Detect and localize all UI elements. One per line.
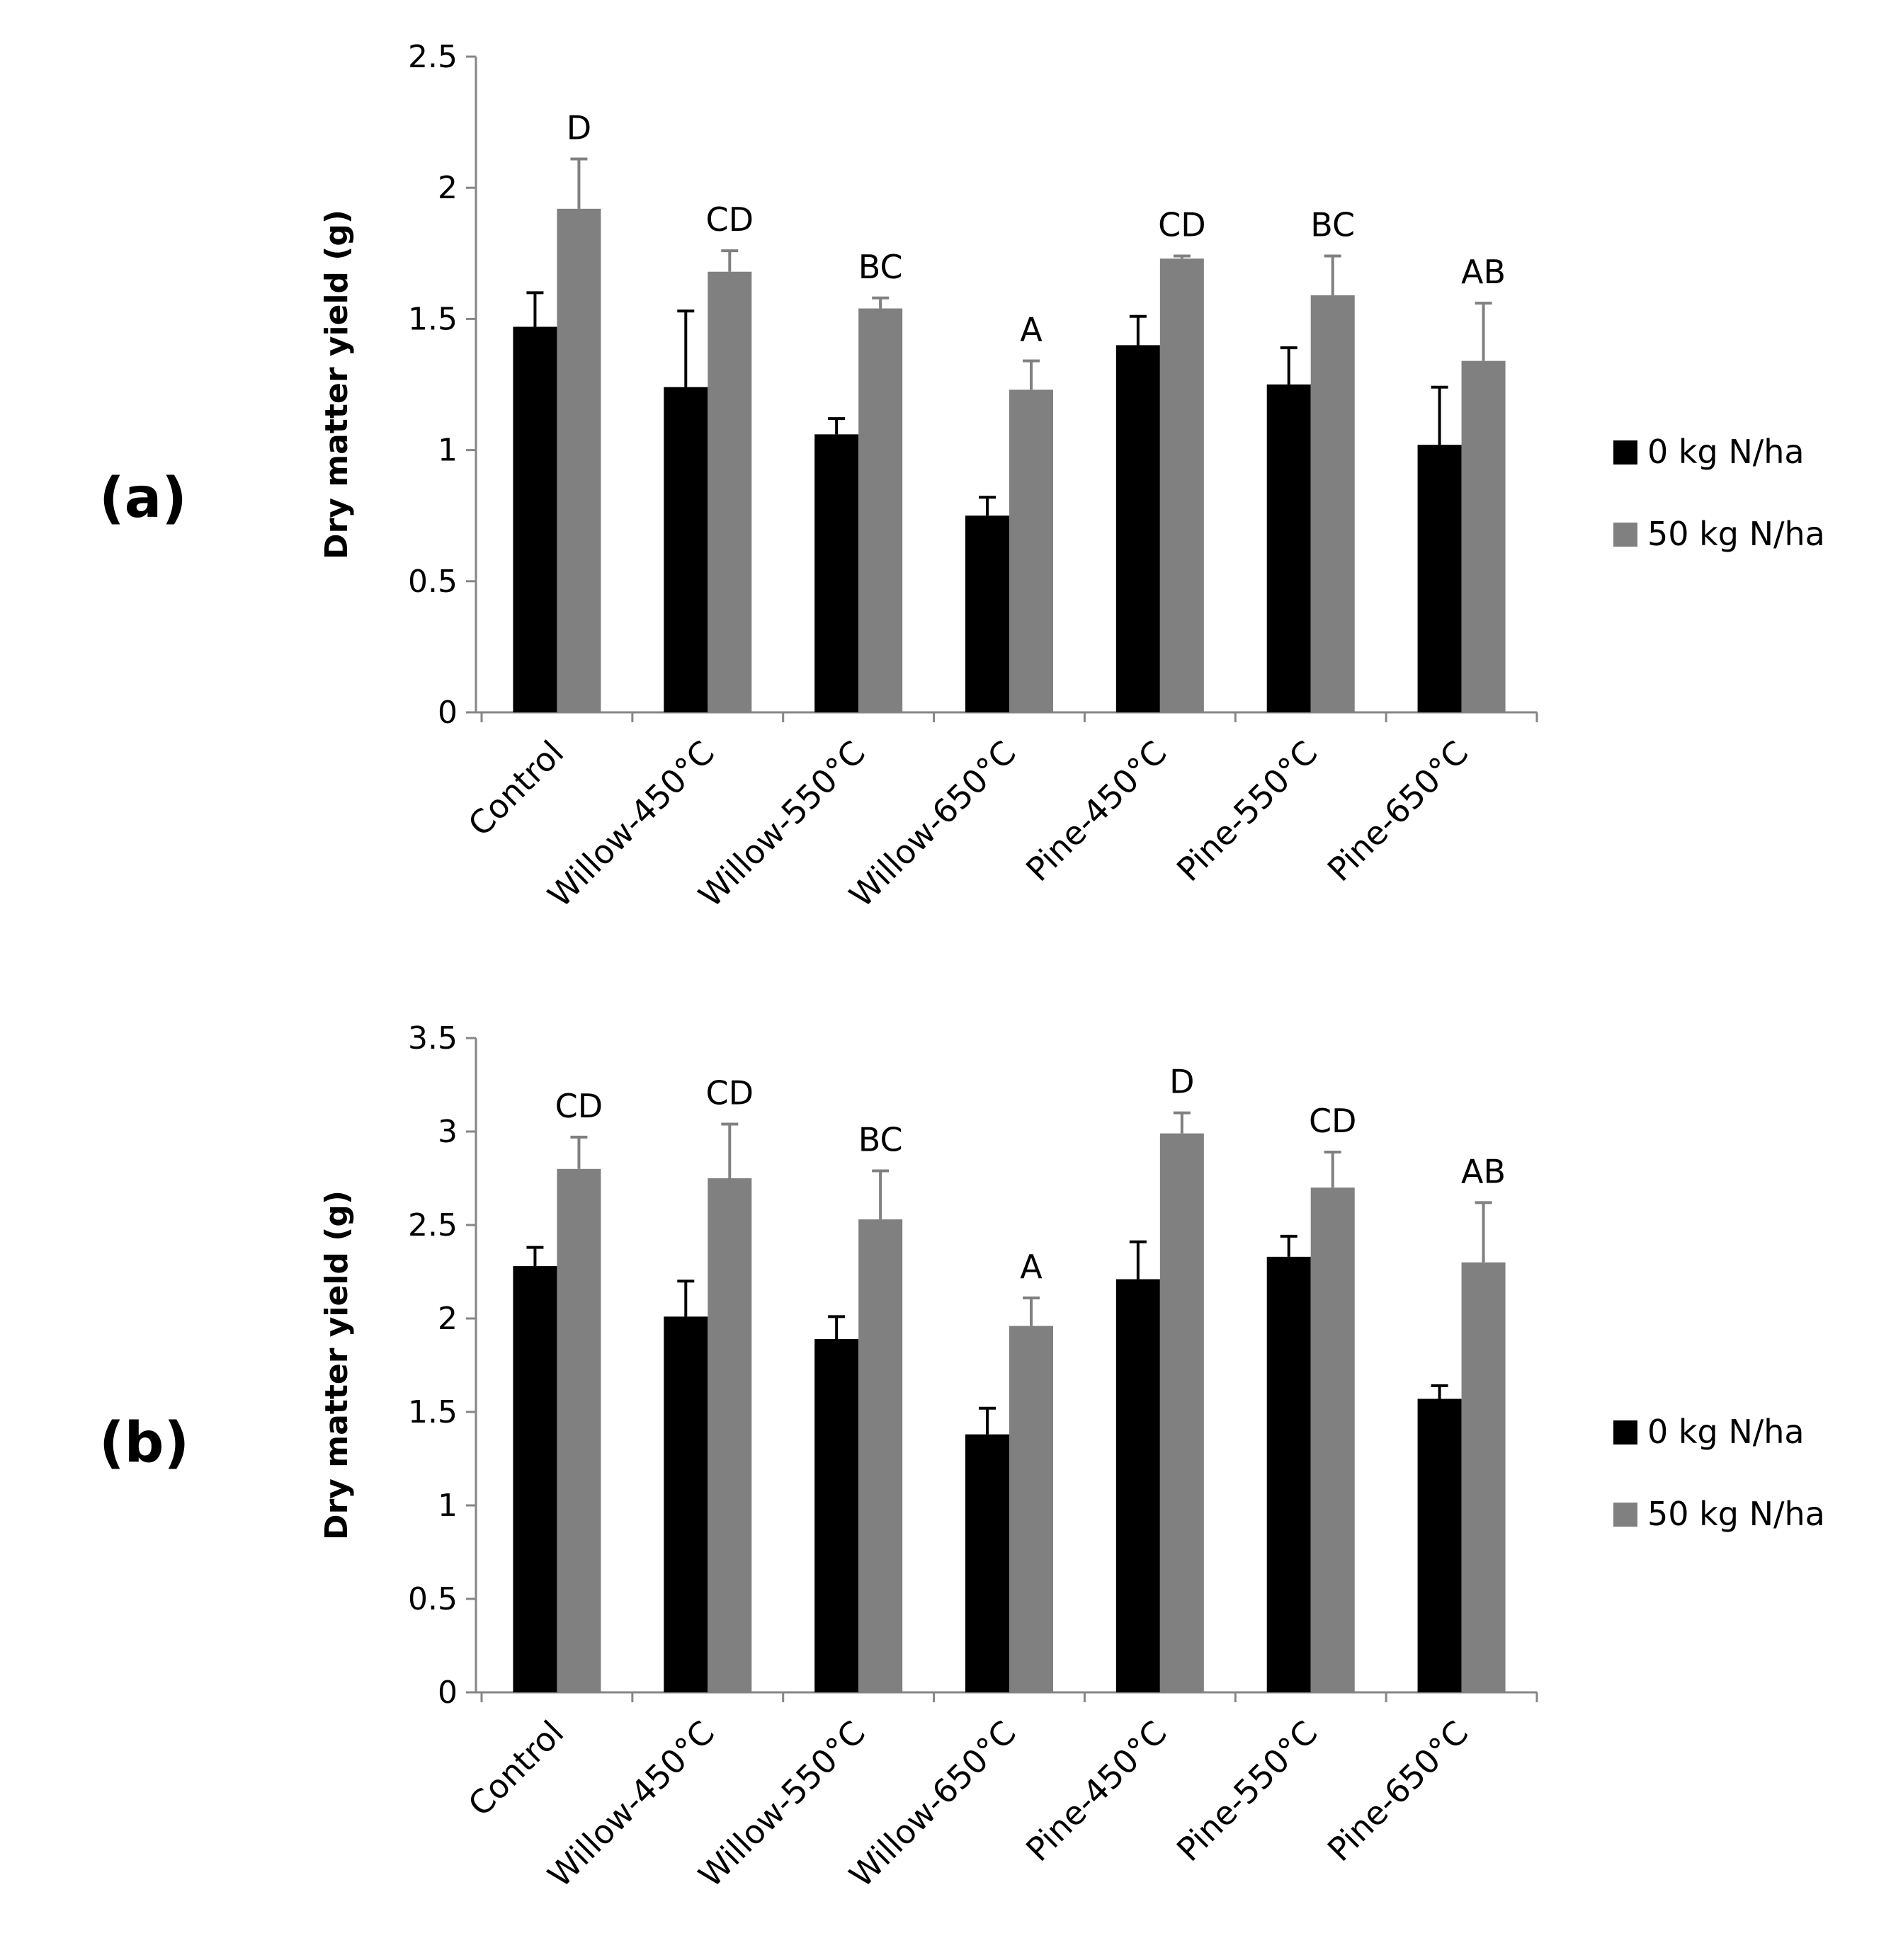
x-tick-label: Control <box>460 1714 571 1824</box>
legend-swatch <box>1613 523 1637 547</box>
bar-0kg <box>1115 1279 1160 1692</box>
y-tick-label: 1 <box>438 433 458 469</box>
y-tick-label: 2 <box>438 170 458 206</box>
bar-0kg <box>1417 445 1462 712</box>
bar-0kg <box>513 326 557 713</box>
significance-label: AB <box>1461 253 1506 291</box>
bar-50kg <box>1159 258 1204 712</box>
bar-50kg <box>858 1219 903 1692</box>
significance-label: CD <box>706 1073 754 1112</box>
y-tick-label: 0.5 <box>408 564 458 600</box>
x-tick-label: Pine-550°C <box>1169 734 1325 889</box>
bar-0kg <box>965 1434 1009 1692</box>
bar-50kg <box>1310 1187 1355 1692</box>
significance-label: BC <box>858 1120 903 1158</box>
y-axis-title: Dry matter yield (g) <box>319 1190 355 1540</box>
bar-0kg <box>1266 1256 1311 1692</box>
x-tick-label: Pine-650°C <box>1320 734 1476 889</box>
y-tick-label: 0 <box>438 1675 458 1711</box>
y-tick-label: 3 <box>438 1114 458 1150</box>
legend-swatch <box>1613 440 1637 465</box>
significance-label: BC <box>1310 206 1355 244</box>
bar-50kg <box>1461 360 1506 712</box>
x-tick-label: Pine-550°C <box>1169 1714 1325 1869</box>
x-tick-label: Control <box>460 734 571 844</box>
legend-label: 0 kg N/ha <box>1647 433 1805 471</box>
significance-label: CD <box>1309 1102 1357 1140</box>
bar-50kg <box>1009 389 1053 712</box>
bar-50kg <box>858 308 903 713</box>
bar-0kg <box>814 434 859 712</box>
y-tick-label: 0.5 <box>408 1581 458 1617</box>
x-tick-label: Pine-450°C <box>1018 1714 1174 1869</box>
y-axis-title: Dry matter yield (g) <box>319 210 355 559</box>
chart-panel-b: 0 0.5 1 1.5 2 2.5 3 3.5 Dry matter yield (g) CD Co… <box>99 1020 1825 1895</box>
bar-0kg <box>664 1316 708 1692</box>
bar-50kg <box>1310 295 1355 713</box>
significance-label: BC <box>858 248 903 286</box>
significance-label: D <box>1169 1063 1194 1101</box>
y-tick-label: 2.5 <box>408 39 458 75</box>
bar-50kg <box>557 1168 601 1692</box>
significance-label: D <box>567 108 591 147</box>
bar-50kg <box>1159 1133 1204 1692</box>
bar-50kg <box>1461 1262 1506 1692</box>
bar-50kg <box>708 1178 752 1692</box>
bar-0kg <box>664 387 708 712</box>
x-tick-label: Pine-450°C <box>1018 734 1174 889</box>
y-tick-label: 1.5 <box>408 1394 458 1430</box>
bar-0kg <box>965 515 1009 712</box>
legend-label: 50 kg N/ha <box>1647 515 1825 553</box>
significance-label: A <box>1020 311 1043 349</box>
panel-label: (b) <box>99 1411 189 1475</box>
x-tick-label: Pine-650°C <box>1320 1714 1476 1869</box>
significance-label: CD <box>1158 206 1206 244</box>
bar-0kg <box>1266 384 1311 712</box>
y-tick-label: 1.5 <box>408 301 458 337</box>
significance-label: CD <box>555 1087 603 1125</box>
significance-label: CD <box>706 200 754 239</box>
chart-panel-a: 0 0.5 1 1.5 2 2.5 Dry matter yield (g) D Control… <box>99 39 1825 915</box>
legend-swatch <box>1613 1420 1637 1445</box>
significance-label: A <box>1020 1248 1043 1286</box>
y-tick-label: 0 <box>438 695 458 731</box>
y-tick-label: 2 <box>438 1301 458 1337</box>
legend-label: 50 kg N/ha <box>1647 1495 1825 1533</box>
bar-50kg <box>708 271 752 712</box>
panel-label: (a) <box>99 467 187 530</box>
y-tick-label: 2.5 <box>408 1207 458 1243</box>
legend-swatch <box>1613 1503 1637 1527</box>
y-tick-label: 1 <box>438 1488 458 1524</box>
bar-50kg <box>1009 1326 1053 1692</box>
legend-label: 0 kg N/ha <box>1647 1413 1805 1451</box>
bar-0kg <box>1115 345 1160 712</box>
y-tick-label: 3.5 <box>408 1020 458 1056</box>
bar-0kg <box>814 1339 859 1692</box>
significance-label: AB <box>1461 1152 1506 1190</box>
bar-50kg <box>557 208 601 712</box>
bar-0kg <box>1417 1398 1462 1692</box>
bar-0kg <box>513 1266 557 1692</box>
